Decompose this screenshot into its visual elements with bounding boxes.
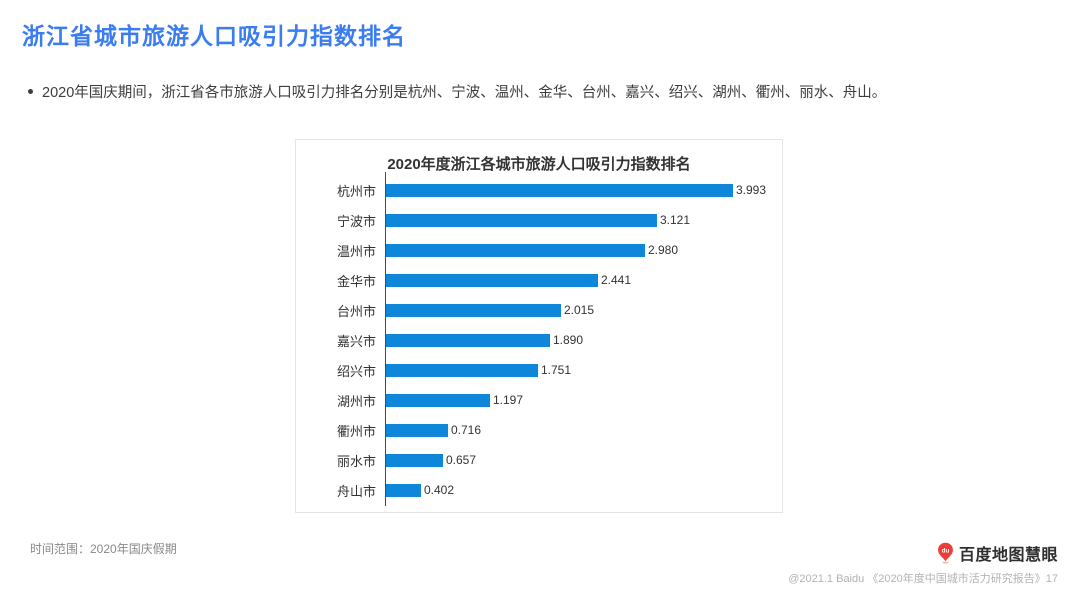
bar [386,483,421,497]
category-label: 杭州市 [336,183,376,199]
brand-row: du 百度地图慧眼 [788,541,1058,565]
bar-value-label: 1.197 [493,393,524,407]
time-range-note: 时间范围：2020年国庆假期 [30,542,177,556]
bar [386,423,448,437]
chart-row: 台州市 2.015 [296,295,782,325]
bullet-icon [28,89,33,94]
brand-block: du 百度地图慧眼 @2021.1 Baidu 《2020年度中国城市活力研究报… [788,541,1058,586]
chart-row: 宁波市 3.121 [296,205,782,235]
chart-row: 丽水市 0.657 [296,445,782,475]
category-label: 绍兴市 [336,363,376,379]
bar-value-label: 2.015 [564,303,595,317]
chart-row: 杭州市 3.993 [296,175,782,205]
bar [386,303,561,317]
category-label: 宁波市 [336,213,376,229]
bar [386,393,490,407]
bar-value-label: 1.751 [541,363,572,377]
summary-text: 2020年国庆期间，浙江省各市旅游人口吸引力排名分别是杭州、宁波、温州、金华、台… [42,85,887,101]
summary-bullet: 2020年国庆期间，浙江省各市旅游人口吸引力排名分别是杭州、宁波、温州、金华、台… [28,81,886,102]
chart-plot: 杭州市 3.993 宁波市 3.121 温州市 2.980 金华市 2.441 台州市 2.015… [296,175,782,505]
chart-row: 温州市 2.980 [296,235,782,265]
category-label: 舟山市 [336,483,376,499]
bar-value-label: 0.716 [451,423,482,437]
chart-row: 衢州市 0.716 [296,415,782,445]
category-label: 温州市 [336,243,376,259]
bar-value-label: 0.402 [424,483,455,497]
chart-row: 嘉兴市 1.890 [296,325,782,355]
brand-name: 百度地图慧眼 [958,547,1058,564]
bar [386,453,443,467]
bar [386,243,645,257]
category-label: 湖州市 [336,393,376,409]
chart-row: 绍兴市 1.751 [296,355,782,385]
bar-value-label: 0.657 [446,453,477,467]
chart-row: 湖州市 1.197 [296,385,782,415]
category-label: 丽水市 [336,453,376,469]
chart-card: 2020年度浙江各城市旅游人口吸引力指数排名 杭州市 3.993 宁波市 3.121 温… [295,139,783,513]
source-credit: @2021.1 Baidu 《2020年度中国城市活力研究报告》17 [788,573,1058,585]
svg-text:du: du [942,547,950,554]
bar [386,183,733,197]
chart-row: 金华市 2.441 [296,265,782,295]
bar-value-label: 3.121 [660,213,691,227]
bar [386,363,538,377]
category-label: 嘉兴市 [336,333,376,349]
chart-y-axis [385,172,386,506]
page-title: 浙江省城市旅游人口吸引力指数排名 [22,23,406,49]
chart-title: 2020年度浙江各城市旅游人口吸引力指数排名 [387,156,691,173]
bar-value-label: 1.890 [553,333,584,347]
bar [386,213,657,227]
category-label: 台州市 [336,303,376,319]
category-label: 金华市 [336,273,376,289]
category-label: 衢州市 [336,423,376,439]
bar-value-label: 2.980 [648,243,679,257]
baidu-map-pin-icon: du [937,542,954,564]
bar [386,273,598,287]
bar-value-label: 2.441 [601,273,632,287]
bar-value-label: 3.993 [736,183,767,197]
chart-row: 舟山市 0.402 [296,475,782,505]
bar [386,333,550,347]
